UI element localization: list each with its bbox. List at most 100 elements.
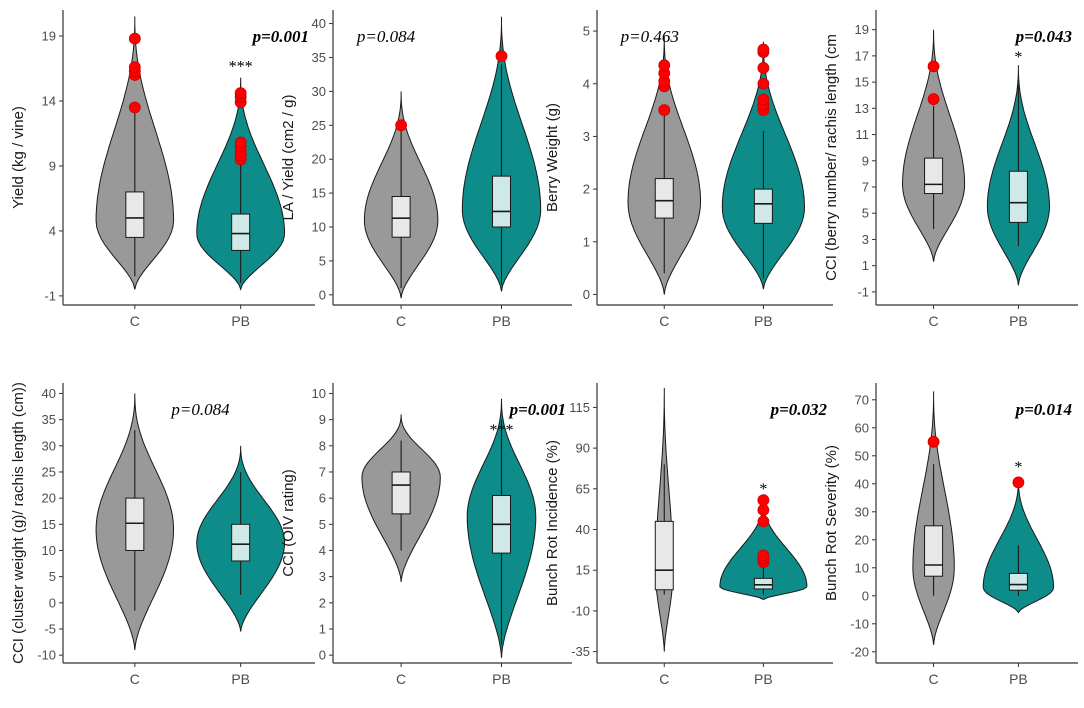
y-tick-label: 19: [42, 28, 56, 43]
y-tick-label: 5: [319, 517, 326, 532]
y-tick-label: 1: [583, 234, 590, 249]
box-iqr: [924, 525, 944, 577]
outlier-point: [128, 32, 141, 45]
y-tick-label: -35: [571, 644, 590, 659]
x-tick-label: PB: [1009, 671, 1028, 687]
y-tick-label: 0: [319, 648, 326, 663]
y-tick-label: 8: [319, 438, 326, 453]
y-tick-label: 1: [319, 621, 326, 636]
x-tick-label: C: [659, 313, 669, 329]
outlier-point: [234, 87, 247, 100]
significance-stars: *: [759, 481, 767, 498]
outlier-point: [234, 136, 247, 149]
chart-panel: -10 -5 0 5 10 15 20 25 30 35 40 C PB CCI (cluster wei…: [10, 382, 315, 687]
y-tick-label: 1: [862, 258, 869, 273]
x-tick-label: C: [659, 671, 669, 687]
y-tick-label: 20: [42, 491, 56, 506]
y-axis-title: CCI (OIV rating): [280, 469, 297, 577]
y-tick-label: 30: [42, 438, 56, 453]
y-tick-label: 9: [862, 153, 869, 168]
y-tick-label: 30: [312, 84, 326, 99]
y-tick-label: 50: [855, 448, 869, 463]
box-iqr: [753, 188, 773, 224]
y-tick-label: 40: [42, 386, 56, 401]
y-tick-label: 25: [42, 464, 56, 479]
x-tick-label: PB: [492, 671, 511, 687]
p-value-label: p=0.032: [769, 400, 828, 419]
y-tick-label: 115: [569, 400, 590, 415]
y-axis-title: CCI (berry number/ rachis length (cm: [823, 34, 840, 281]
y-tick-label: -10: [37, 648, 56, 663]
outlier-point: [1012, 476, 1025, 489]
y-tick-label: -20: [850, 644, 869, 659]
significance-stars: ***: [229, 59, 253, 76]
y-tick-label: 90: [576, 441, 590, 456]
y-tick-label: 10: [312, 220, 326, 235]
y-tick-label: -10: [850, 616, 869, 631]
y-tick-label: 30: [855, 504, 869, 519]
y-tick-label: 14: [42, 93, 56, 108]
x-tick-label: PB: [754, 671, 773, 687]
p-value-label: p=0.014: [1014, 400, 1072, 419]
outlier-point: [658, 104, 671, 116]
y-tick-label: 3: [583, 129, 590, 144]
y-tick-label: 35: [312, 50, 326, 65]
outlier-point: [128, 101, 141, 114]
y-tick-label: 5: [862, 206, 869, 221]
chart-panel: -1 4 9 14 19 C PB Yield (kg / vine) p=0.001 ***: [10, 10, 315, 329]
outlier-point: [757, 494, 770, 507]
y-axis-title: Bunch Rot Severity (%): [823, 445, 840, 601]
outlier-point: [757, 549, 770, 562]
y-tick-label: 40: [855, 476, 869, 491]
y-tick-label: 9: [319, 412, 326, 427]
y-tick-label: 3: [862, 232, 869, 247]
significance-stars: *: [1014, 49, 1022, 66]
y-tick-label: 2: [583, 182, 590, 197]
box-iqr: [1008, 572, 1028, 591]
p-value-label: p=0.043: [1014, 27, 1073, 46]
y-tick-label: 10: [855, 560, 869, 575]
outlier-point: [128, 61, 141, 74]
x-tick-label: PB: [754, 313, 773, 329]
y-tick-label: 40: [576, 522, 590, 537]
p-value-label: p=0.001: [251, 27, 309, 46]
x-tick-label: PB: [1009, 313, 1028, 329]
box-iqr: [924, 157, 944, 195]
outlier-point: [927, 93, 940, 106]
y-axis-title: LA / Yield (cm2 / g): [280, 95, 297, 221]
box-iqr: [391, 471, 411, 515]
outlier-point: [757, 62, 770, 74]
outlier-point: [757, 515, 770, 528]
significance-stars: ***: [489, 422, 513, 439]
outlier-point: [757, 43, 770, 56]
y-tick-label: 35: [42, 412, 56, 427]
y-tick-label: 40: [312, 16, 326, 31]
box-iqr: [231, 523, 251, 562]
outlier-point: [757, 93, 770, 106]
outlier-point: [757, 77, 770, 90]
y-tick-label: -1: [857, 284, 869, 299]
x-tick-label: C: [130, 313, 140, 329]
y-tick-label: 5: [49, 569, 56, 584]
y-tick-label: 0: [49, 595, 56, 610]
y-tick-label: 15: [312, 186, 326, 201]
y-tick-label: 5: [583, 24, 590, 39]
outlier-point: [395, 119, 408, 132]
x-tick-label: PB: [492, 313, 511, 329]
y-tick-label: 25: [312, 118, 326, 133]
y-tick-label: 9: [49, 158, 56, 173]
y-tick-label: 17: [855, 48, 869, 63]
box-iqr: [391, 195, 411, 238]
y-tick-label: 2: [319, 595, 326, 610]
box-iqr: [231, 213, 251, 251]
x-tick-label: C: [130, 671, 140, 687]
y-tick-label: 15: [855, 75, 869, 90]
box-iqr: [125, 497, 145, 551]
y-tick-label: 20: [312, 152, 326, 167]
y-tick-label: 70: [855, 392, 869, 407]
y-tick-label: -10: [571, 603, 590, 618]
y-tick-label: 20: [855, 532, 869, 547]
box-iqr: [125, 191, 145, 238]
p-value-label: p=0.084: [170, 400, 230, 419]
y-tick-label: 11: [856, 127, 870, 142]
